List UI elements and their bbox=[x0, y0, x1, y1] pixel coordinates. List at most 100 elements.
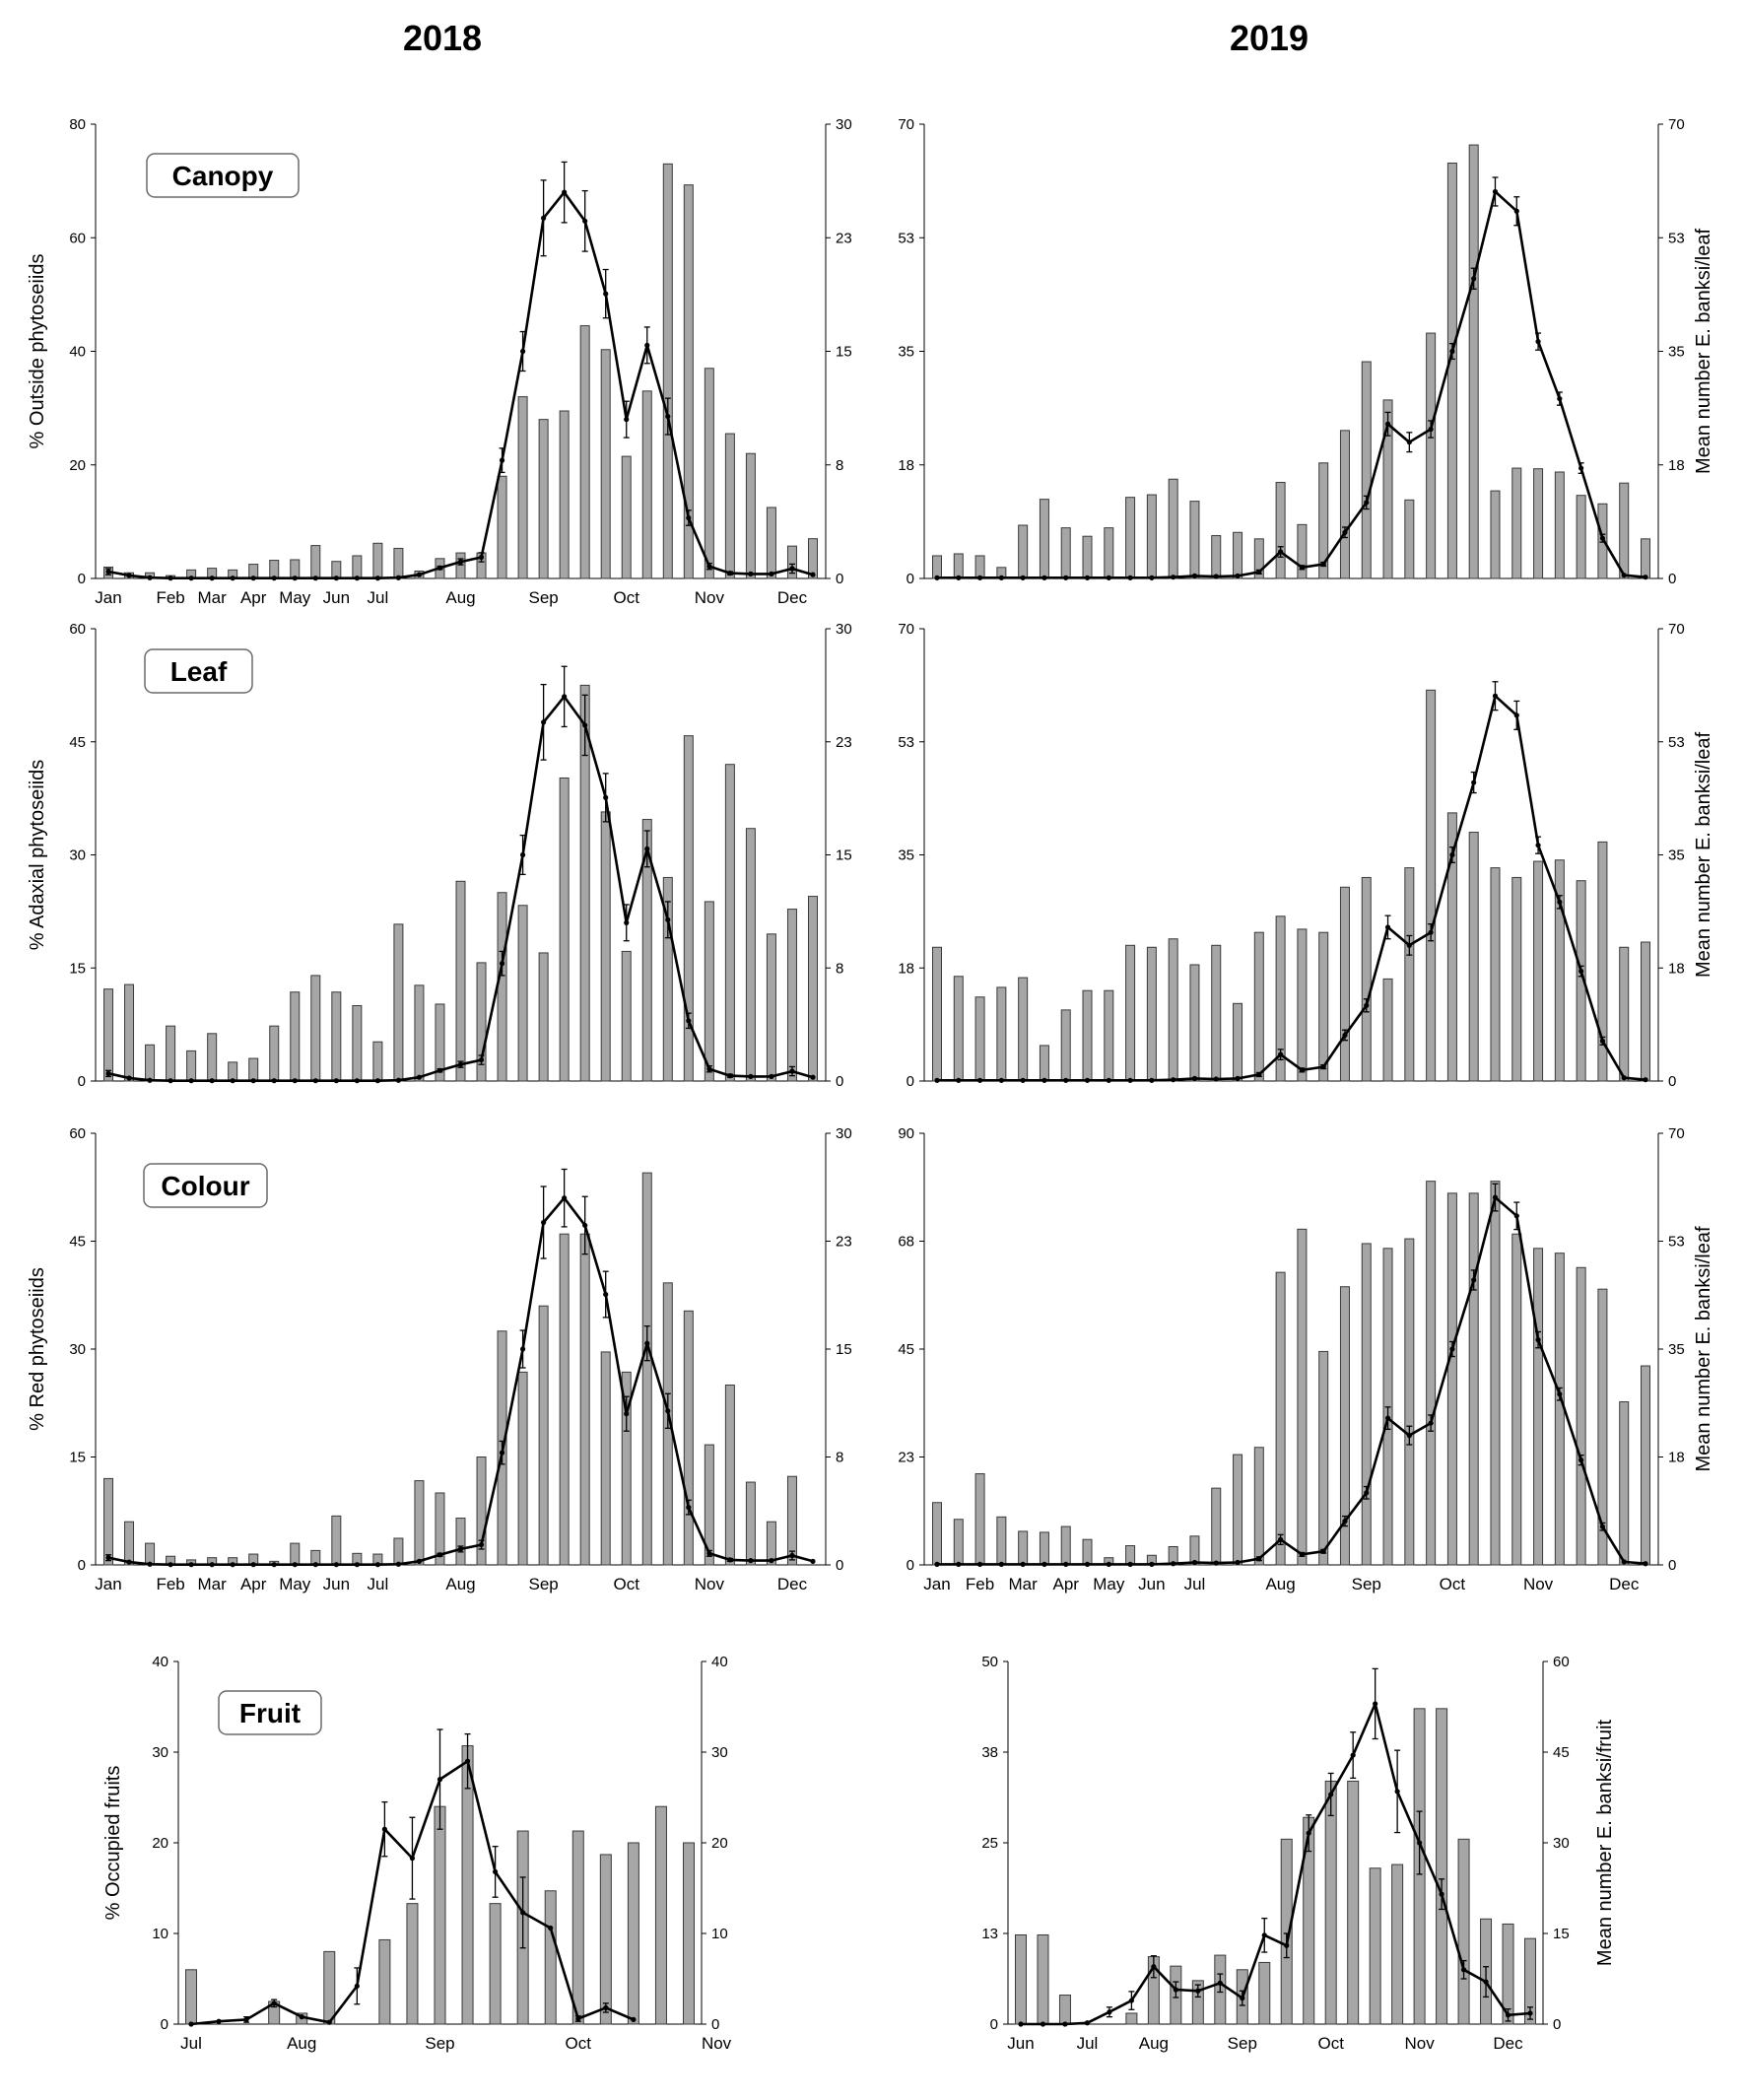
bar bbox=[1347, 1780, 1360, 2025]
line-point bbox=[1106, 1077, 1111, 1083]
line-point bbox=[1261, 1932, 1267, 1938]
month-label: Aug bbox=[445, 1575, 475, 1593]
line-point bbox=[1578, 465, 1584, 471]
line-point bbox=[1328, 1792, 1334, 1797]
month-label: Sep bbox=[528, 1575, 558, 1593]
line-point bbox=[250, 1078, 256, 1084]
chart-fruit-2019: 0 13 25 38 50 0 15 30 45 60 Jun Jul Aug Sep Oct Nov Dec M… bbox=[981, 1654, 1616, 2053]
year-title-2018: 2018 bbox=[403, 18, 482, 58]
month-label: Sep bbox=[425, 2034, 454, 2053]
line-point bbox=[1127, 1561, 1133, 1567]
bar bbox=[808, 538, 818, 579]
bar bbox=[310, 545, 321, 579]
right-tick-label: 20 bbox=[711, 1835, 728, 1852]
line-point bbox=[1364, 500, 1370, 506]
series-line bbox=[937, 190, 1646, 579]
bar bbox=[1426, 689, 1437, 1082]
line-point bbox=[478, 1056, 485, 1063]
left-tick-label: 90 bbox=[898, 1125, 914, 1142]
bar bbox=[1233, 531, 1243, 579]
bar bbox=[1619, 1401, 1630, 1566]
bar bbox=[331, 1515, 342, 1566]
line-point bbox=[1306, 1830, 1311, 1836]
line-point bbox=[727, 1557, 733, 1563]
left-tick-label: 30 bbox=[152, 1744, 168, 1761]
line-point bbox=[105, 1555, 111, 1561]
left-tick-label: 80 bbox=[69, 116, 86, 133]
bar bbox=[1524, 1937, 1536, 2025]
bar bbox=[538, 1305, 549, 1566]
bar bbox=[953, 976, 964, 1082]
bar bbox=[1369, 1867, 1381, 2025]
bar bbox=[248, 1057, 259, 1082]
month-label: May bbox=[1093, 1575, 1125, 1593]
right-tick-label: 53 bbox=[1668, 1234, 1685, 1251]
bar bbox=[974, 555, 985, 579]
bar bbox=[662, 876, 673, 1082]
month-label: Jun bbox=[1138, 1575, 1165, 1593]
line-point bbox=[457, 1061, 464, 1067]
line-point bbox=[769, 1558, 774, 1564]
line-point bbox=[1299, 565, 1305, 571]
line-point bbox=[1557, 395, 1563, 402]
line-point bbox=[789, 566, 795, 572]
line-point bbox=[1063, 575, 1069, 580]
bar bbox=[1339, 430, 1350, 579]
line-point bbox=[686, 1018, 692, 1024]
line-point bbox=[416, 1074, 423, 1080]
left-tick-label: 45 bbox=[69, 1234, 86, 1251]
bar bbox=[1318, 462, 1329, 579]
right-tick-label: 70 bbox=[1668, 621, 1685, 638]
line-point bbox=[1449, 851, 1455, 858]
line-point bbox=[1505, 2012, 1511, 2018]
line-point bbox=[1406, 440, 1412, 445]
line-point bbox=[1195, 1988, 1201, 1994]
line-point bbox=[748, 571, 754, 576]
series-line bbox=[1021, 1702, 1531, 2026]
bar bbox=[517, 396, 528, 579]
month-label: Jul bbox=[1077, 2034, 1099, 2053]
bar bbox=[476, 1456, 487, 1566]
bar bbox=[1619, 482, 1630, 579]
line-point bbox=[1513, 208, 1519, 214]
bar bbox=[745, 452, 756, 579]
right-tick-label: 0 bbox=[1668, 571, 1676, 587]
bar bbox=[1576, 495, 1586, 579]
bar bbox=[1189, 964, 1200, 1082]
right-tick-label: 18 bbox=[1668, 1450, 1685, 1466]
bar bbox=[331, 991, 342, 1082]
bar bbox=[600, 349, 611, 579]
left-tick-label: 18 bbox=[898, 457, 914, 474]
line-point bbox=[1149, 1077, 1155, 1083]
right-tick-label: 10 bbox=[711, 1926, 728, 1942]
panel-label: Fruit bbox=[239, 1698, 301, 1728]
year-title-2019: 2019 bbox=[1230, 18, 1309, 58]
chart-fruit-2018: 0 10 20 30 40 0 10 20 30 40 Jul Aug Sep Oct Nov % Occup… bbox=[102, 1654, 732, 2053]
line-point bbox=[665, 1408, 671, 1414]
chart-colour-2018: 0 15 30 45 60 0 8 15 23 30 Jan Feb Mar Apr May Jun Jul Au… bbox=[27, 1125, 852, 1593]
line-point bbox=[1278, 1051, 1284, 1057]
month-label: Jun bbox=[323, 1575, 350, 1593]
line-point bbox=[1599, 1038, 1606, 1044]
bar bbox=[476, 962, 487, 1082]
y2-axis-label: Mean number E. banksi/leaf bbox=[1693, 732, 1714, 978]
line-point bbox=[1492, 693, 1499, 699]
line-point bbox=[1256, 1556, 1262, 1562]
bar bbox=[704, 901, 714, 1082]
left-tick-label: 0 bbox=[78, 1557, 86, 1574]
series-line bbox=[937, 694, 1646, 1082]
bar bbox=[1339, 886, 1350, 1082]
month-label: Jul bbox=[368, 1575, 389, 1593]
line-point bbox=[1018, 2021, 1024, 2027]
left-tick-label: 0 bbox=[78, 1073, 86, 1090]
line-point bbox=[1020, 1077, 1026, 1083]
left-tick-label: 18 bbox=[898, 960, 914, 977]
bar bbox=[1468, 144, 1479, 579]
line-point bbox=[105, 1070, 111, 1076]
line-point bbox=[354, 1078, 360, 1084]
line-point bbox=[271, 576, 277, 581]
right-tick-label: 23 bbox=[836, 734, 852, 751]
line-point bbox=[1527, 2010, 1533, 2016]
month-label: Nov bbox=[695, 588, 725, 607]
line-point bbox=[956, 1077, 962, 1083]
